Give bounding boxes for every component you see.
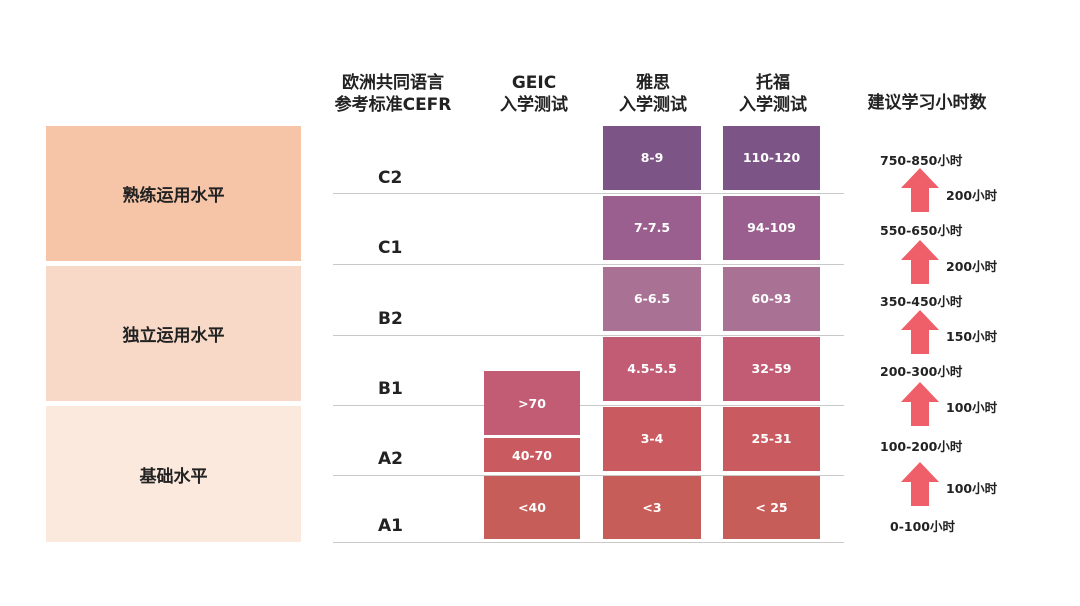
row-divider <box>333 335 844 336</box>
ielts-score-cell: 8-9 <box>603 126 701 190</box>
level-group-basic: 基础水平 <box>46 406 301 542</box>
level-group-label: 独立运用水平 <box>122 326 225 346</box>
row-divider <box>333 193 844 194</box>
row-divider <box>333 264 844 265</box>
score-label: 60-93 <box>751 291 792 306</box>
hours-mark: 550-650小时 <box>880 223 963 238</box>
toefl-score-cell: < 25 <box>723 476 820 539</box>
toefl-score-cell: 94-109 <box>723 196 820 260</box>
score-label: 110-120 <box>742 150 801 165</box>
level-group-label: 熟练运用水平 <box>122 186 225 206</box>
ielts-score-cell: 4.5-5.5 <box>603 337 701 401</box>
score-label: 32-59 <box>751 361 792 376</box>
cefr-level-a1: A1 <box>378 516 403 536</box>
cefr-level-b2: B2 <box>378 309 403 329</box>
hours-increment: 100小时 <box>946 481 998 496</box>
hours-increment: 100小时 <box>946 400 998 415</box>
score-label: 40-70 <box>512 447 552 463</box>
cefr-level-c1: C1 <box>378 238 403 258</box>
score-label: 7-7.5 <box>633 220 671 235</box>
geic-score-cell: <40 <box>484 476 580 539</box>
header-cefr: 欧洲共同语言 参考标准CEFR <box>334 73 452 115</box>
row-divider <box>333 542 844 543</box>
level-group-proficient: 熟练运用水平 <box>46 126 301 261</box>
toefl-score-cell: 110-120 <box>723 126 820 190</box>
hours-increment: 150小时 <box>946 329 998 344</box>
row-divider <box>333 475 844 476</box>
hours-mark: 350-450小时 <box>880 294 963 309</box>
hours-mark: 750-850小时 <box>880 153 963 168</box>
hours-increment: 200小时 <box>946 188 998 203</box>
score-label: 6-6.5 <box>633 291 671 306</box>
ielts-score-cell: <3 <box>603 476 701 539</box>
score-label: 94-109 <box>747 220 796 235</box>
up-arrow-icon <box>901 382 939 426</box>
score-label: < 25 <box>755 500 788 515</box>
cefr-level-b1: B1 <box>378 379 403 399</box>
toefl-score-cell: 32-59 <box>723 337 820 401</box>
toefl-score-cell: 60-93 <box>723 267 820 331</box>
level-group-independent: 独立运用水平 <box>46 266 301 401</box>
up-arrow-icon <box>901 240 939 284</box>
hours-mark: 0-100小时 <box>890 519 955 534</box>
score-label: 8-9 <box>640 150 664 165</box>
header-hours: 建议学习小时数 <box>867 93 987 113</box>
ielts-score-cell: 7-7.5 <box>603 196 701 260</box>
header-toefl: 托福 入学测试 <box>739 73 807 115</box>
hours-mark: 100-200小时 <box>880 439 963 454</box>
score-label: 4.5-5.5 <box>627 361 677 376</box>
ielts-score-cell: 3-4 <box>603 407 701 471</box>
hours-mark: 200-300小时 <box>880 364 963 379</box>
cefr-level-a2: A2 <box>378 449 403 469</box>
geic-score-cell: >70 <box>484 371 580 435</box>
level-group-label: 基础水平 <box>139 466 208 487</box>
header-geic: GEIC 入学测试 <box>500 73 568 115</box>
score-label: <40 <box>518 500 546 515</box>
up-arrow-icon <box>901 462 939 506</box>
row-divider <box>333 405 844 406</box>
geic-score-cell: 40-70 <box>484 438 580 472</box>
cefr-level-c2: C2 <box>378 168 403 188</box>
score-label: >70 <box>518 395 546 411</box>
up-arrow-icon <box>901 168 939 212</box>
toefl-score-cell: 25-31 <box>723 407 820 471</box>
score-label: 25-31 <box>751 431 792 446</box>
score-label: 3-4 <box>640 431 664 446</box>
score-label: <3 <box>642 500 662 515</box>
hours-increment: 200小时 <box>946 259 998 274</box>
header-ielts: 雅思 入学测试 <box>619 73 687 115</box>
up-arrow-icon <box>901 310 939 354</box>
ielts-score-cell: 6-6.5 <box>603 267 701 331</box>
